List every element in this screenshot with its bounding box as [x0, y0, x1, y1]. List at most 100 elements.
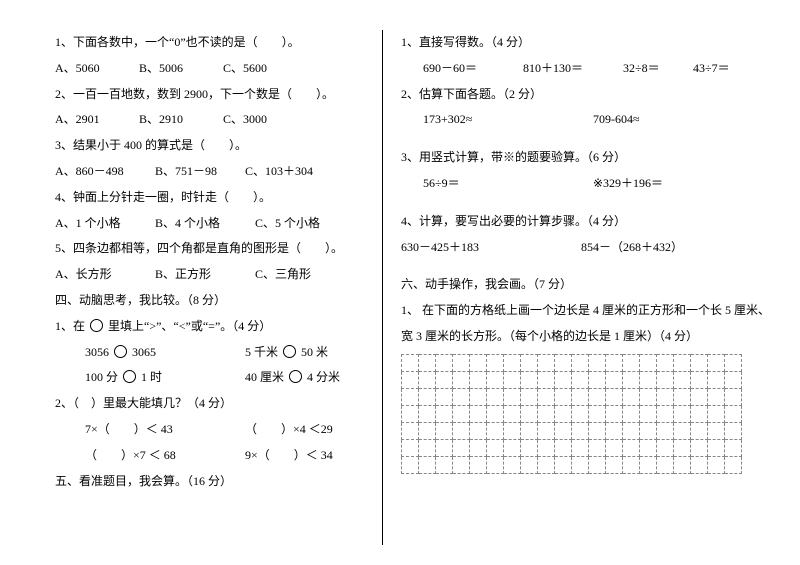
grid-cell: [690, 456, 707, 473]
q5-opt-b: B、正方形: [155, 262, 255, 288]
grid-cell: [435, 456, 452, 473]
grid-cell: [656, 439, 673, 456]
grid-cell: [503, 439, 520, 456]
grid-cell: [690, 388, 707, 405]
cmp-row2: 100 分 1 时 40 厘米 4 分米: [55, 365, 364, 391]
grid-cell: [707, 422, 724, 439]
grid-cell: [724, 422, 741, 439]
grid-cell: [622, 388, 639, 405]
q2-opt-a: A、2901: [55, 107, 139, 133]
grid-cell: [537, 388, 554, 405]
circle-icon: [90, 319, 103, 332]
grid-cell: [639, 422, 656, 439]
grid-cell: [588, 371, 605, 388]
grid-cell: [707, 439, 724, 456]
grid-cell: [656, 422, 673, 439]
q3-opt-c: C、103＋304: [245, 159, 313, 185]
fill-row1: 7×（ ）＜ 43 （ ）×4 ＜29: [55, 417, 364, 443]
grid-cell: [520, 371, 537, 388]
grid-cell: [520, 354, 537, 371]
grid-cell: [656, 388, 673, 405]
grid-cell: [401, 405, 418, 422]
r1: 1、直接写得数。（4 分）: [401, 30, 770, 56]
grid-cell: [690, 405, 707, 422]
fill-row2: （ ）×7 ＜ 68 9×（ ）＜ 34: [55, 443, 364, 469]
grid-cell: [452, 371, 469, 388]
right-column: 1、直接写得数。（4 分） 690－60＝ 810＋130＝ 32÷8＝ 43÷…: [383, 30, 770, 545]
grid-cell: [724, 439, 741, 456]
grid-cell: [673, 439, 690, 456]
r1c: 32÷8＝: [623, 56, 693, 82]
grid-cell: [622, 422, 639, 439]
q3-opt-b: B、751－98: [155, 159, 245, 185]
r4b: 854－（268＋432）: [581, 235, 683, 261]
cmp4: 40 厘米 4 分米: [245, 365, 340, 391]
grid-cell: [435, 388, 452, 405]
grid-cell: [486, 405, 503, 422]
grid-cell: [401, 354, 418, 371]
grid-cell: [435, 371, 452, 388]
grid-cell: [588, 388, 605, 405]
grid-cell: [605, 439, 622, 456]
grid-cell: [537, 422, 554, 439]
grid-cell: [588, 354, 605, 371]
grid-cell: [435, 422, 452, 439]
grid-cell: [469, 388, 486, 405]
grid-cell: [639, 388, 656, 405]
grid-cell: [520, 388, 537, 405]
grid-cell: [503, 422, 520, 439]
q1-options: A、5060 B、5006 C、5600: [55, 56, 364, 82]
grid-cell: [469, 422, 486, 439]
q4-opt-c: C、5 个小格: [255, 211, 320, 237]
grid-cell: [554, 439, 571, 456]
q1-opt-b: B、5006: [139, 56, 223, 82]
grid-cell: [503, 388, 520, 405]
grid-body: [401, 354, 741, 473]
grid-cell: [571, 439, 588, 456]
grid-cell: [401, 439, 418, 456]
grid-cell: [486, 388, 503, 405]
grid-cell: [401, 388, 418, 405]
grid-cell: [622, 354, 639, 371]
grid-cell: [690, 439, 707, 456]
grid-cell: [707, 354, 724, 371]
grid-cell: [554, 422, 571, 439]
s4-1-post: 里填上“>”、“<”或“=”。（4 分）: [108, 319, 271, 333]
q1-opt-a: A、5060: [55, 56, 139, 82]
grid-cell: [401, 456, 418, 473]
circle-icon: [283, 345, 296, 358]
grid-cell: [401, 371, 418, 388]
grid-cell: [639, 371, 656, 388]
grid-cell: [605, 388, 622, 405]
grid-cell: [690, 354, 707, 371]
grid-cell: [656, 371, 673, 388]
grid-cell: [469, 456, 486, 473]
grid-cell: [503, 405, 520, 422]
grid-cell: [418, 371, 435, 388]
spacer: [401, 197, 770, 209]
q4-options: A、1 个小格 B、4 个小格 C、5 个小格: [55, 211, 364, 237]
r2: 2、估算下面各题。（2 分）: [401, 82, 770, 108]
grid-cell: [605, 371, 622, 388]
grid-cell: [724, 388, 741, 405]
grid-cell: [724, 354, 741, 371]
grid-cell: [554, 456, 571, 473]
fill3: （ ）×7 ＜ 68: [85, 443, 245, 469]
grid-cell: [520, 405, 537, 422]
grid-cell: [639, 405, 656, 422]
grid-cell: [486, 422, 503, 439]
section6-1b: 宽 3 厘米的长方形。（每个小格的边长是 1 厘米）（4 分）: [401, 324, 770, 350]
grid-cell: [554, 371, 571, 388]
q3-options: A、860－498 B、751－98 C、103＋304: [55, 159, 364, 185]
q2-options: A、2901 B、2910 C、3000: [55, 107, 364, 133]
grid-cell: [571, 371, 588, 388]
r1a: 690－60＝: [423, 56, 523, 82]
grid-cell: [673, 405, 690, 422]
q1: 1、下面各数中，一个“0”也不读的是（ ）。: [55, 30, 364, 56]
r3b: ※329＋196＝: [593, 171, 663, 197]
grid-cell: [724, 371, 741, 388]
grid-cell: [469, 371, 486, 388]
grid-cell: [554, 354, 571, 371]
grid-cell: [418, 439, 435, 456]
grid-cell: [656, 405, 673, 422]
